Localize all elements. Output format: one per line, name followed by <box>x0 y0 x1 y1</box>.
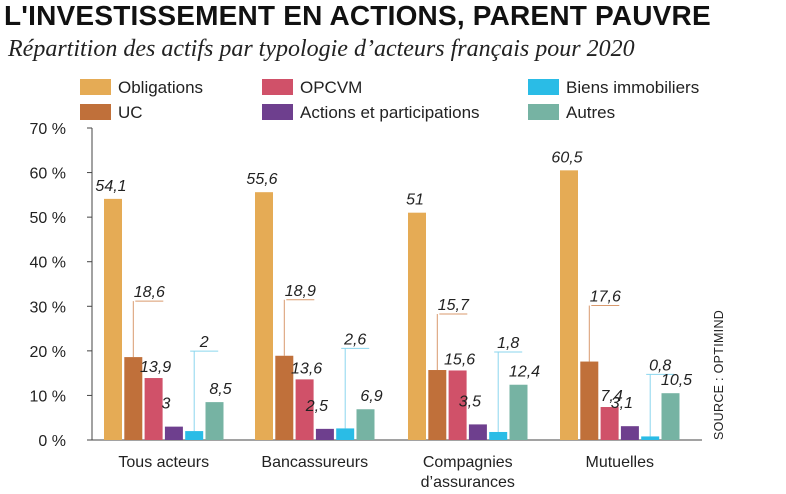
category-label-0: Tous acteurs <box>118 454 209 471</box>
bar-3-1 <box>580 361 599 440</box>
y-tick-label-5: 50 % <box>30 210 66 227</box>
y-tick-label-3: 30 % <box>30 299 66 316</box>
data-label-3-2: 7,4 <box>600 388 622 405</box>
bar-1-3 <box>315 428 334 440</box>
data-label-3-5: 10,5 <box>661 372 692 389</box>
data-label-3-3: 3,1 <box>611 395 633 412</box>
bar-2-1 <box>428 370 447 440</box>
data-label-1-0: 55,6 <box>246 171 277 188</box>
data-label-0-4: 2 <box>199 334 209 351</box>
bar-3-4 <box>641 436 660 440</box>
data-labels: 54,1 18,6 13,9 3 2 8,5 55,6 18,9 13,6 2,5 2,6 6,9 51… <box>95 149 692 415</box>
bar-3-2 <box>600 407 619 440</box>
data-label-0-2: 13,9 <box>140 359 171 376</box>
legend-swatch-4 <box>528 79 559 95</box>
bar-3-5 <box>661 393 680 440</box>
bar-1-4 <box>336 428 355 440</box>
bar-3-3 <box>620 426 639 440</box>
data-label-2-3: 3,5 <box>459 393 481 410</box>
data-label-0-5: 8,5 <box>209 381 231 398</box>
bar-2-4 <box>489 431 508 440</box>
legend-swatch-1 <box>80 104 111 120</box>
data-label-1-4: 2,6 <box>343 331 366 348</box>
bar-2-5 <box>509 384 528 440</box>
legend-swatch-0 <box>80 79 111 95</box>
bar-2-2 <box>448 370 467 440</box>
y-tick-label-1: 10 % <box>30 388 66 405</box>
page-title: L'INVESTISSEMENT EN ACTIONS, PARENT PAUV… <box>4 0 711 31</box>
legend-swatch-2 <box>262 79 293 95</box>
data-label-3-4: 0,8 <box>649 357 671 374</box>
data-label-0-3: 3 <box>161 396 170 413</box>
bar-2-3 <box>468 424 487 440</box>
y-tick-label-6: 60 % <box>30 166 66 183</box>
data-label-0-1: 18,6 <box>134 284 165 301</box>
bar-0-5 <box>205 402 224 440</box>
bar-0-4 <box>185 431 204 440</box>
bar-0-3 <box>164 426 183 440</box>
data-label-1-3: 2,5 <box>305 398 328 415</box>
data-label-3-0: 60,5 <box>551 149 582 166</box>
y-tick-label-2: 20 % <box>30 344 66 361</box>
y-tick-label-0: 0 % <box>38 433 66 450</box>
data-label-2-1: 15,7 <box>438 297 470 314</box>
legend: Obligations UC OPCVM Actions et participati… <box>80 78 699 122</box>
bar-1-2 <box>295 379 314 440</box>
legend-label-5: Autres <box>566 103 615 122</box>
axes: 0 % 10 % 20 % 30 % 40 % 50 % 60 % 70 % Tous acte… <box>30 121 702 491</box>
bar-2-0 <box>408 212 426 440</box>
bar-1-5 <box>356 409 375 440</box>
data-label-2-2: 15,6 <box>444 351 475 368</box>
data-label-3-1: 17,6 <box>590 289 621 306</box>
legend-label-1: UC <box>118 103 143 122</box>
bar-3-0 <box>560 170 578 441</box>
leader-lines <box>132 299 675 437</box>
bar-1-1 <box>275 355 294 440</box>
bar-0-2 <box>144 378 163 440</box>
category-label-1: Bancassureurs <box>261 454 368 471</box>
bar-0-1 <box>124 357 143 440</box>
page-subtitle: Répartition des actifs par typologie d’a… <box>8 36 635 62</box>
data-label-1-1: 18,9 <box>285 283 316 300</box>
bar-1-0 <box>255 192 273 440</box>
legend-label-2: OPCVM <box>300 78 362 97</box>
bar-0-0 <box>104 198 122 440</box>
data-label-2-4: 1,8 <box>497 335 519 352</box>
legend-swatch-5 <box>528 104 559 120</box>
data-label-2-5: 12,4 <box>509 364 540 381</box>
y-tick-label-7: 70 % <box>30 121 66 138</box>
category-label-3: Mutuelles <box>586 454 654 471</box>
data-label-1-2: 13,6 <box>291 360 322 377</box>
data-label-2-0: 51 <box>406 192 424 209</box>
category-label-2-1: d’assurances <box>421 474 515 491</box>
y-tick-label-4: 40 % <box>30 255 66 272</box>
legend-label-3: Actions et participations <box>300 103 480 122</box>
bars <box>104 170 680 441</box>
legend-label-0: Obligations <box>118 78 203 97</box>
data-label-1-5: 6,9 <box>360 388 382 405</box>
data-label-0-0: 54,1 <box>95 178 126 195</box>
category-label-2-0: Compagnies <box>423 454 513 471</box>
legend-swatch-3 <box>262 104 293 120</box>
legend-label-4: Biens immobiliers <box>566 78 699 97</box>
